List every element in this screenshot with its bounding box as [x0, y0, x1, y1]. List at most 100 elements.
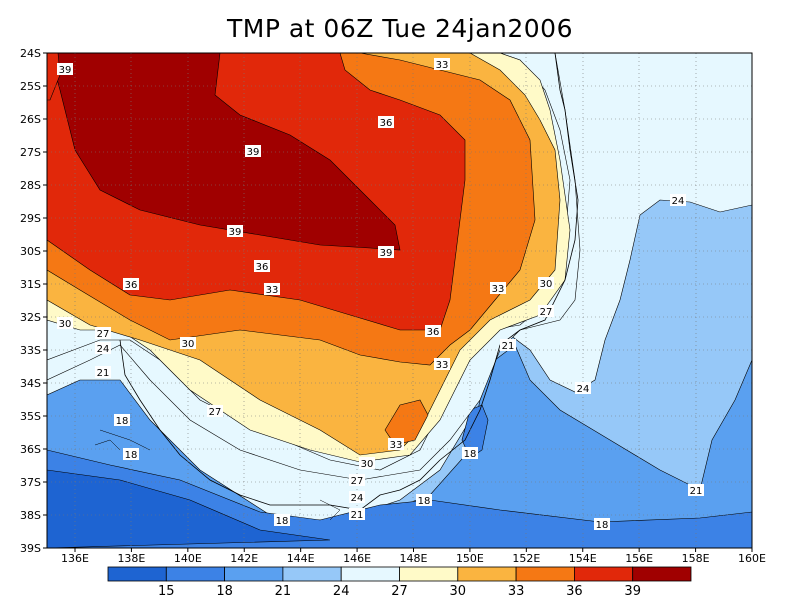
colorbar-swatch	[457, 566, 517, 582]
svg-text:33: 33	[436, 60, 449, 71]
colorbar-label: 33	[508, 584, 525, 599]
contour-label: 30	[57, 317, 73, 330]
colorbar: 15 18 21 24 27 30 33 36 39	[107, 566, 692, 599]
svg-text:21: 21	[502, 341, 515, 352]
svg-text:33: 33	[390, 440, 403, 451]
contour-label: 21	[349, 508, 365, 521]
svg-text:24: 24	[351, 493, 364, 504]
lon-tick-label: 142E	[230, 552, 258, 565]
lon-tick-label: 140E	[174, 552, 202, 565]
svg-text:18: 18	[116, 416, 129, 427]
lon-tick-label: 146E	[343, 552, 371, 565]
colorbar-label: 27	[391, 584, 408, 599]
plot-frame	[46, 52, 753, 549]
svg-text:30: 30	[59, 319, 72, 330]
lat-tick-label: 39S	[20, 542, 41, 555]
contour-label: 33	[434, 58, 450, 71]
lat-tick-label: 31S	[20, 278, 41, 291]
contour-label: 36	[425, 325, 441, 338]
contour-label: 18	[594, 518, 610, 531]
svg-text:39: 39	[229, 227, 242, 238]
svg-text:30: 30	[540, 279, 553, 290]
contour-label: 33	[388, 438, 404, 451]
svg-text:36: 36	[125, 280, 138, 291]
colorbar-swatch	[399, 566, 459, 582]
contour-label: 33	[490, 282, 506, 295]
contour-label: 24	[575, 382, 591, 395]
svg-text:18: 18	[418, 496, 431, 507]
contour-label: 27	[207, 405, 223, 418]
svg-text:18: 18	[276, 516, 289, 527]
svg-text:30: 30	[182, 339, 195, 350]
contour-label: 21	[688, 484, 704, 497]
lat-tick-label: 33S	[20, 344, 41, 357]
svg-text:24: 24	[577, 384, 590, 395]
lat-tick-label: 30S	[20, 245, 41, 258]
contour-label: 18	[416, 494, 432, 507]
lon-tick-label: 138E	[117, 552, 145, 565]
lon-tick-label: 144E	[287, 552, 315, 565]
colorbar-swatch	[515, 566, 575, 582]
field-cold-core	[47, 469, 331, 548]
lat-tick-label: 32S	[20, 311, 41, 324]
svg-text:24: 24	[672, 196, 685, 207]
colorbar-label: 30	[450, 584, 467, 599]
contour-label: 39	[245, 145, 261, 158]
colorbar-swatch	[224, 566, 284, 582]
contour-label: 36	[378, 116, 394, 129]
lat-tick-label: 35S	[20, 410, 41, 423]
lon-tick-label: 148E	[400, 552, 428, 565]
colorbar-label: 21	[275, 584, 292, 599]
contour-label: 30	[180, 337, 196, 350]
contour-label: 27	[349, 474, 365, 487]
contour-label: 18	[123, 448, 139, 461]
svg-text:27: 27	[540, 307, 553, 318]
svg-text:33: 33	[266, 285, 279, 296]
lon-tick-label: 160E	[738, 552, 766, 565]
svg-text:18: 18	[125, 450, 138, 461]
lat-tick-label: 29S	[20, 212, 41, 225]
field-24-27-land	[47, 53, 752, 481]
lat-tick-label: 25S	[20, 80, 41, 93]
lat-tick-label: 28S	[20, 179, 41, 192]
svg-text:21: 21	[351, 510, 364, 521]
chart-title: TMP at 06Z Tue 24jan2006	[226, 14, 573, 43]
svg-text:18: 18	[464, 449, 477, 460]
colorbar-label: 18	[216, 584, 233, 599]
state-border	[94, 429, 341, 521]
colorbar-swatch	[165, 566, 226, 582]
svg-text:27: 27	[351, 476, 364, 487]
lon-tick-label: 150E	[456, 552, 484, 565]
colorbar-swatch	[282, 566, 342, 582]
longitude-axis: 136E 138E 140E 142E 144E 146E 148E 150E 152E 154E…	[61, 548, 766, 565]
svg-text:27: 27	[97, 329, 110, 340]
contour-label: 33	[434, 358, 450, 371]
lon-tick-label: 156E	[625, 552, 653, 565]
svg-text:33: 33	[492, 284, 505, 295]
contour-label: 36	[123, 278, 139, 291]
contour-label: 24	[670, 194, 686, 207]
contour-label: 39	[378, 246, 394, 259]
lon-tick-label: 158E	[682, 552, 710, 565]
colorbar-label: 39	[624, 584, 641, 599]
contour-label: 30	[538, 277, 554, 290]
svg-text:33: 33	[436, 360, 449, 371]
coastline	[119, 53, 579, 511]
contour-label: 30	[359, 457, 375, 470]
svg-text:39: 39	[380, 248, 393, 259]
field-36-39-corner	[47, 53, 61, 101]
svg-text:21: 21	[690, 486, 703, 497]
contour-label: 24	[95, 342, 111, 355]
svg-text:30: 30	[361, 459, 374, 470]
contour-label: 33	[264, 283, 280, 296]
grid	[47, 53, 752, 548]
contour-label: 27	[95, 327, 111, 340]
colorbar-label: 36	[566, 584, 583, 599]
svg-text:36: 36	[380, 118, 393, 129]
svg-text:36: 36	[427, 327, 440, 338]
lon-tick-label: 152E	[512, 552, 540, 565]
lat-tick-label: 27S	[20, 146, 41, 159]
svg-text:21: 21	[97, 368, 110, 379]
contour-label: 39	[227, 225, 243, 238]
